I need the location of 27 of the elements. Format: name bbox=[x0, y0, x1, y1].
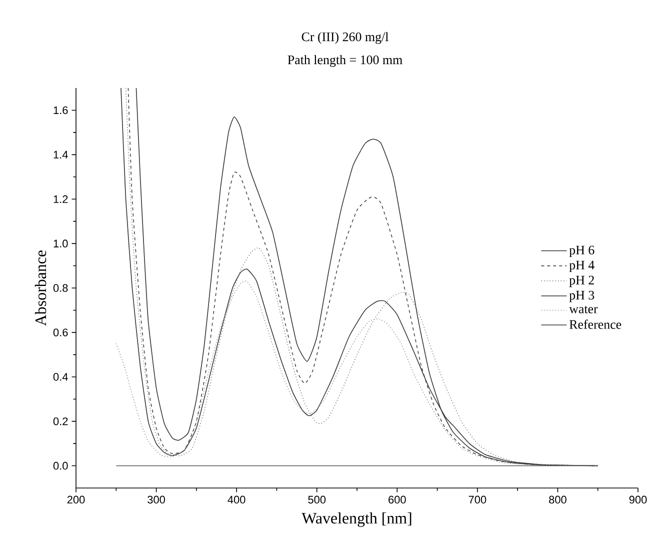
x-tick-label: 400 bbox=[228, 496, 246, 504]
y-tick-label: 1.0 bbox=[54, 240, 68, 248]
x-tick-label: 500 bbox=[308, 496, 326, 504]
legend-label: pH 3 bbox=[569, 290, 594, 302]
x-tick-label: 600 bbox=[388, 496, 406, 504]
y-tick-label: 0.4 bbox=[53, 373, 68, 381]
y-tick-label: 0.2 bbox=[53, 417, 68, 426]
y-tick-label: 1.6 bbox=[54, 106, 68, 114]
legend-label: pH 4 bbox=[569, 260, 594, 272]
x-axis-title: Wavelength [nm] bbox=[302, 512, 412, 527]
y-tick-label: 1.2 bbox=[54, 195, 68, 203]
y-tick-label: 0.0 bbox=[53, 462, 68, 470]
chart-subtitle: Path length = 100 mm bbox=[288, 55, 402, 67]
y-tick-label: 0.8 bbox=[53, 284, 68, 292]
x-tick-label: 800 bbox=[549, 496, 566, 504]
x-tick-label: 700 bbox=[468, 496, 486, 504]
y-tick-label: 1.4 bbox=[54, 150, 68, 158]
legend-label: pH 6 bbox=[569, 246, 594, 258]
chart-title: Cr (III) 260 mg/l bbox=[302, 32, 388, 44]
x-tick-label: 300 bbox=[148, 496, 165, 504]
y-tick-label: 0.6 bbox=[53, 328, 68, 336]
legend-label: Reference bbox=[569, 320, 622, 329]
x-tick-label: 200 bbox=[67, 496, 85, 504]
legend-label: water bbox=[569, 306, 598, 314]
legend-label: pH 2 bbox=[569, 276, 594, 288]
x-tick-label: 900 bbox=[629, 496, 647, 504]
y-axis-title: Absorbance bbox=[34, 250, 46, 326]
